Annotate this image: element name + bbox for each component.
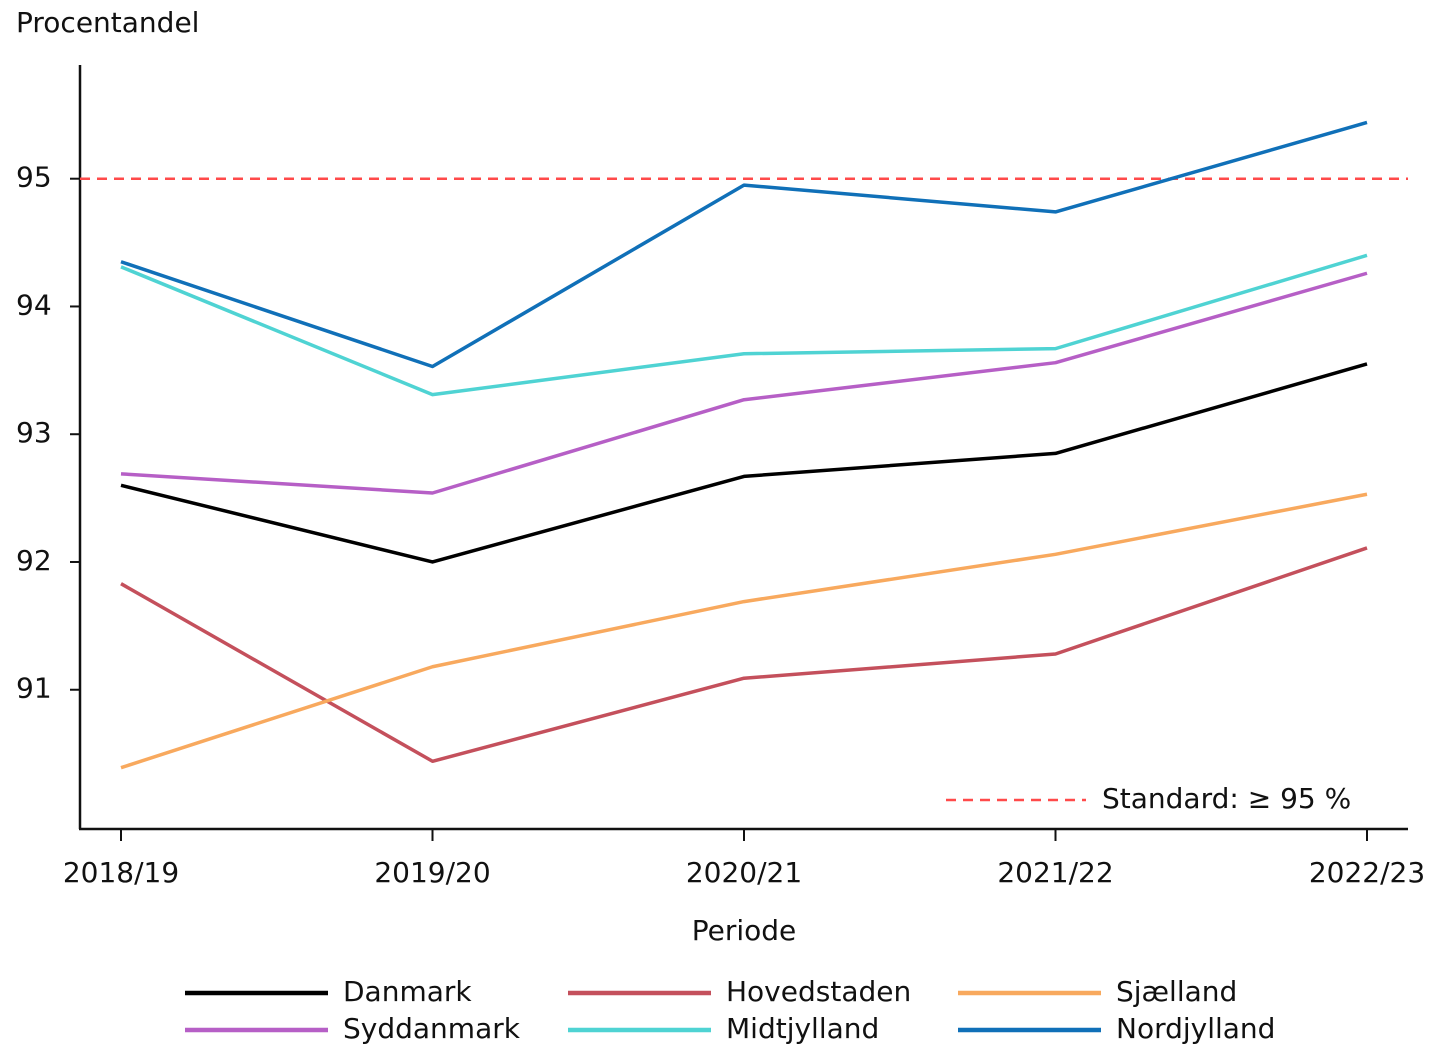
series-line [120,492,1368,770]
legend-label: Hovedstaden [726,975,911,1008]
x-tick-label: 2018/19 [63,856,179,889]
x-tick-label: 2021/22 [997,856,1113,889]
x-tick-label: 2020/21 [686,856,802,889]
y-tick-label: 91 [16,672,52,705]
series-line [120,362,1368,564]
x-tick-label: 2019/20 [374,856,490,889]
legend-label: Danmark [343,975,472,1008]
legend-label: Sjælland [1116,975,1237,1008]
series-line [120,271,1368,495]
series-line [120,253,1368,397]
series-line [120,546,1368,764]
legend-label: Nordjylland [1116,1012,1275,1045]
y-tick-label: 93 [16,416,52,449]
legend-label: Midtjylland [726,1012,879,1045]
y-axis-label: Procentandel [16,6,199,39]
y-tick-label: 95 [16,161,52,194]
y-tick-label: 94 [16,288,52,321]
series-line [120,120,1368,369]
reference-legend-label: Standard: ≥ 95 % [1102,782,1351,815]
y-tick-label: 92 [16,544,52,577]
x-tick-label: 2022/23 [1309,856,1425,889]
x-axis-label: Periode [692,914,797,947]
legend-label: Syddanmark [343,1012,521,1045]
